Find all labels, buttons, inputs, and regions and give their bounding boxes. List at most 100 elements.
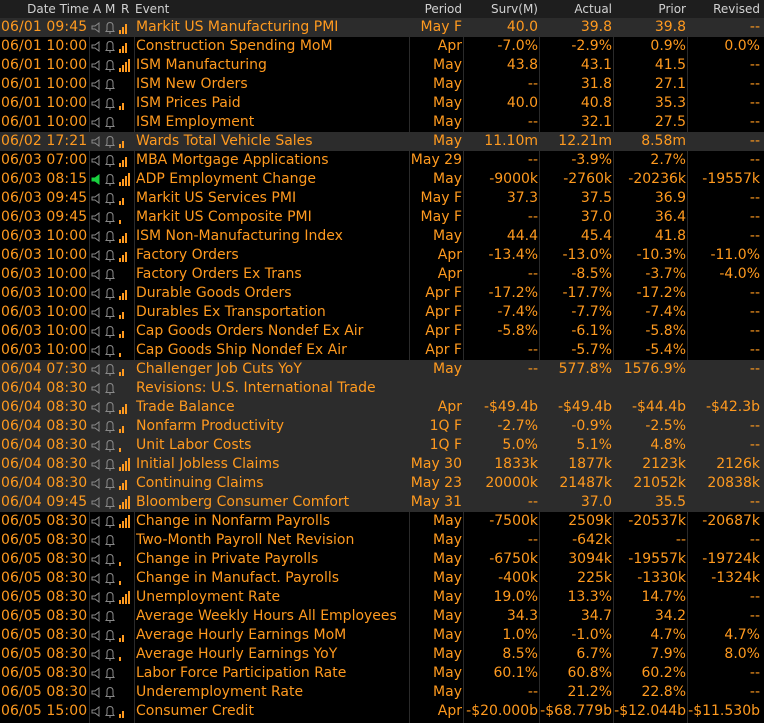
speaker-icon[interactable] <box>91 155 103 166</box>
speaker-icon[interactable] <box>91 459 103 470</box>
bell-icon[interactable] <box>105 553 115 566</box>
monitor-cell[interactable] <box>104 379 116 398</box>
speaker-icon[interactable] <box>91 136 103 147</box>
table-row[interactable]: 06/03 10:00 ISM Non-Manufacturing Index … <box>0 227 764 246</box>
event-name[interactable]: Initial Jobless Claims <box>136 456 280 472</box>
event-name[interactable]: ADP Employment Change <box>136 171 317 187</box>
event-name[interactable]: Two-Month Payroll Net Revision <box>136 532 355 548</box>
table-row[interactable]: 06/04 08:30 Revisions: U.S. Internationa… <box>0 379 764 398</box>
monitor-cell[interactable] <box>104 360 116 379</box>
speaker-icon[interactable] <box>91 497 103 508</box>
speaker-icon[interactable] <box>91 706 103 717</box>
event-name[interactable]: Consumer Credit <box>136 703 254 719</box>
table-row[interactable]: 06/03 10:00 Cap Goods Orders Nondef Ex A… <box>0 322 764 341</box>
header-revised[interactable]: Revised <box>713 2 760 16</box>
bell-icon[interactable] <box>105 363 115 376</box>
speaker-icon[interactable] <box>91 193 103 204</box>
bell-icon[interactable] <box>105 40 115 53</box>
alert-cell[interactable] <box>90 550 104 569</box>
monitor-cell[interactable] <box>104 113 116 132</box>
event-name[interactable]: Nonfarm Productivity <box>136 418 285 434</box>
speaker-icon[interactable] <box>91 41 103 52</box>
monitor-cell[interactable] <box>104 322 116 341</box>
speaker-icon[interactable] <box>91 611 103 622</box>
speaker-icon[interactable] <box>91 516 103 527</box>
table-row[interactable]: 06/04 08:30 Initial Jobless Claims May 3… <box>0 455 764 474</box>
table-row[interactable]: 06/05 08:30 Average Weekly Hours All Emp… <box>0 607 764 626</box>
alert-cell[interactable] <box>90 493 104 512</box>
speaker-icon[interactable] <box>91 687 103 698</box>
monitor-cell[interactable] <box>104 265 116 284</box>
bell-icon[interactable] <box>105 287 115 300</box>
table-row[interactable]: 06/05 08:30 Labor Force Participation Ra… <box>0 664 764 683</box>
speaker-icon[interactable] <box>91 383 103 394</box>
header-actual[interactable]: Actual <box>574 2 612 16</box>
table-row[interactable]: 06/04 08:30 Unit Labor Costs 1Q F 5.0% 5… <box>0 436 764 455</box>
table-row[interactable]: 06/04 08:30 Nonfarm Productivity 1Q F -2… <box>0 417 764 436</box>
bell-icon[interactable] <box>105 154 115 167</box>
bell-icon[interactable] <box>105 135 115 148</box>
speaker-icon[interactable] <box>91 60 103 71</box>
event-name[interactable]: MBA Mortgage Applications <box>136 152 329 168</box>
event-name[interactable]: Construction Spending MoM <box>136 38 333 54</box>
speaker-icon[interactable] <box>91 79 103 90</box>
alert-cell[interactable] <box>90 512 104 531</box>
speaker-icon[interactable] <box>91 326 103 337</box>
speaker-icon[interactable] <box>91 421 103 432</box>
speaker-icon[interactable] <box>91 231 103 242</box>
table-row[interactable]: 06/03 07:00 MBA Mortgage Applications Ma… <box>0 151 764 170</box>
alert-cell[interactable] <box>90 417 104 436</box>
bell-icon[interactable] <box>105 192 115 205</box>
monitor-cell[interactable] <box>104 512 116 531</box>
bell-icon[interactable] <box>105 116 115 129</box>
table-row[interactable]: 06/05 08:30 Underemployment Rate May -- … <box>0 683 764 702</box>
alert-cell[interactable] <box>90 702 104 721</box>
event-name[interactable]: Cap Goods Orders Nondef Ex Air <box>136 323 364 339</box>
bell-icon[interactable] <box>105 629 115 642</box>
table-row[interactable]: 06/01 10:00 ISM Employment May -- 32.1 2… <box>0 113 764 132</box>
monitor-cell[interactable] <box>104 132 116 151</box>
speaker-icon[interactable] <box>91 554 103 565</box>
alert-cell[interactable] <box>90 531 104 550</box>
alert-cell[interactable] <box>90 379 104 398</box>
monitor-cell[interactable] <box>104 398 116 417</box>
header-survey[interactable]: Surv(M) <box>491 2 538 16</box>
speaker-icon[interactable] <box>91 668 103 679</box>
monitor-cell[interactable] <box>104 56 116 75</box>
speaker-icon[interactable] <box>91 98 103 109</box>
event-name[interactable]: Markit US Services PMI <box>136 190 297 206</box>
speaker-icon[interactable] <box>91 250 103 261</box>
table-row[interactable]: 06/05 08:30 Two-Month Payroll Net Revisi… <box>0 531 764 550</box>
speaker-icon[interactable] <box>91 345 103 356</box>
alert-cell[interactable] <box>90 645 104 664</box>
bell-icon[interactable] <box>105 591 115 604</box>
bell-icon[interactable] <box>105 211 115 224</box>
alert-cell[interactable] <box>90 474 104 493</box>
speaker-icon[interactable] <box>91 535 103 546</box>
monitor-cell[interactable] <box>104 37 116 56</box>
bell-icon[interactable] <box>105 458 115 471</box>
alert-cell[interactable] <box>90 455 104 474</box>
table-row[interactable]: 06/05 08:30 Unemployment Rate May 19.0% … <box>0 588 764 607</box>
event-name[interactable]: Continuing Claims <box>136 475 264 491</box>
alert-cell[interactable] <box>90 683 104 702</box>
bell-icon[interactable] <box>105 78 115 91</box>
alert-cell[interactable] <box>90 436 104 455</box>
event-name[interactable]: ISM Manufacturing <box>136 57 267 73</box>
bell-icon[interactable] <box>105 420 115 433</box>
event-name[interactable]: Average Weekly Hours All Employees <box>136 608 397 624</box>
event-name[interactable]: ISM New Orders <box>136 76 248 92</box>
monitor-cell[interactable] <box>104 18 116 37</box>
monitor-cell[interactable] <box>104 417 116 436</box>
alert-cell[interactable] <box>90 626 104 645</box>
event-name[interactable]: ISM Employment <box>136 114 255 130</box>
table-row[interactable]: 06/05 15:00 Consumer Credit Apr -$20.000… <box>0 702 764 721</box>
bell-icon[interactable] <box>105 610 115 623</box>
bell-icon[interactable] <box>105 230 115 243</box>
speaker-icon[interactable] <box>91 212 103 223</box>
event-name[interactable]: Challenger Job Cuts YoY <box>136 361 302 377</box>
monitor-cell[interactable] <box>104 664 116 683</box>
table-row[interactable]: 06/01 09:45 Markit US Manufacturing PMI … <box>0 18 764 37</box>
bell-icon[interactable] <box>105 401 115 414</box>
monitor-cell[interactable] <box>104 341 116 360</box>
